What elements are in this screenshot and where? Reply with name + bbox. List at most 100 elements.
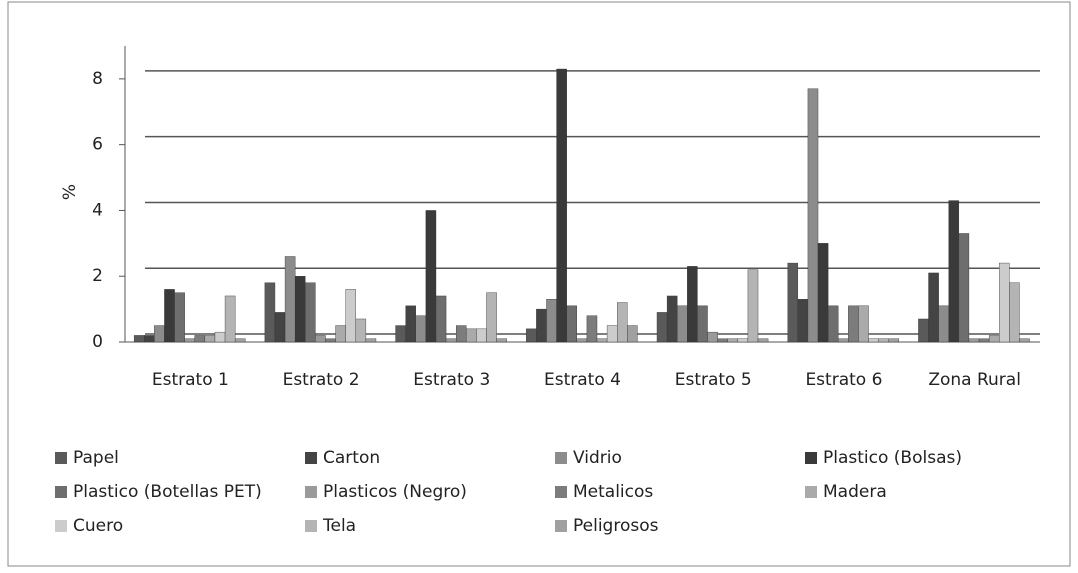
legend-swatch (55, 520, 67, 532)
bar (807, 88, 819, 343)
bar (536, 308, 547, 343)
bar (948, 200, 960, 343)
legend-swatch (555, 520, 567, 532)
bar (757, 338, 769, 343)
bar (476, 328, 487, 343)
legend-swatch (555, 452, 567, 464)
bar (958, 233, 970, 343)
bar (556, 68, 567, 343)
x-tick-label: Estrato 2 (283, 370, 360, 390)
bar (868, 338, 879, 343)
y-tick-label: 2 (92, 266, 103, 286)
bar (425, 210, 437, 343)
legend-label: Metalicos (573, 482, 653, 502)
bar (325, 338, 336, 343)
bar (405, 305, 416, 343)
bar (566, 305, 577, 343)
bar (968, 338, 980, 343)
legend-label: Cuero (73, 516, 123, 536)
bar (315, 335, 326, 343)
bar (365, 338, 377, 343)
bar (938, 305, 949, 343)
bar (747, 269, 759, 343)
legend-label: Tela (322, 516, 356, 536)
bar (817, 243, 829, 343)
bar (496, 338, 507, 343)
bar (214, 331, 226, 343)
bar (666, 295, 678, 343)
bar (1019, 338, 1030, 343)
x-tick-label: Estrato 6 (805, 370, 882, 390)
chart-border (7, 1, 1071, 567)
y-axis-label: % (60, 184, 80, 200)
bar (466, 328, 477, 343)
legend-label: Vidrio (573, 448, 622, 468)
legend-swatch (55, 486, 67, 498)
bar (838, 338, 849, 343)
bar (455, 325, 467, 343)
bar (858, 305, 869, 343)
legend-swatch (805, 452, 817, 464)
legend-swatch (305, 486, 317, 498)
bar (133, 335, 145, 343)
bar (435, 295, 447, 343)
legend-label: Plasticos (Negro) (323, 482, 467, 502)
bar (687, 266, 698, 343)
bar (797, 299, 809, 343)
bar (988, 335, 1000, 343)
y-tick-label: 0 (92, 332, 103, 352)
bar (345, 289, 356, 343)
legend-label: Papel (73, 448, 119, 468)
legend-label: Peligrosos (573, 516, 659, 536)
legend-swatch (305, 452, 317, 464)
bar (305, 282, 316, 343)
bar (737, 338, 749, 343)
bar (727, 338, 739, 343)
bar (697, 305, 708, 343)
bar (656, 312, 668, 343)
bar (918, 318, 929, 343)
legend-label: Carton (323, 448, 380, 468)
bar (415, 315, 427, 343)
bar (677, 305, 688, 343)
bar (596, 338, 608, 343)
bar (294, 276, 306, 343)
bar (928, 272, 939, 343)
x-tick-label: Estrato 3 (413, 370, 490, 390)
bar (274, 312, 286, 343)
bar (174, 292, 185, 343)
bar (224, 295, 236, 343)
bar (707, 331, 718, 343)
bar (194, 335, 206, 343)
bar (1009, 282, 1020, 343)
legend-swatch (805, 486, 817, 498)
bar (264, 282, 276, 343)
bar (888, 338, 900, 343)
bar (204, 335, 216, 343)
bar (486, 292, 497, 343)
bar (827, 305, 839, 343)
bar (848, 305, 859, 343)
bar (546, 299, 557, 343)
legend-label: Madera (823, 482, 887, 502)
bar (586, 315, 598, 343)
y-tick-label: 6 (92, 135, 103, 155)
bar (878, 338, 889, 343)
bar (234, 338, 246, 343)
x-tick-label: Estrato 5 (675, 370, 752, 390)
bar (606, 325, 618, 343)
bar (576, 338, 588, 343)
bar (395, 325, 406, 343)
bar (999, 262, 1010, 343)
legend-swatch (55, 452, 67, 464)
bar (284, 256, 296, 343)
x-tick-label: Zona Rural (928, 370, 1021, 390)
legend-swatch (555, 486, 567, 498)
bar (335, 325, 346, 343)
bar (717, 338, 728, 343)
legend-label: Plastico (Bolsas) (823, 448, 962, 468)
bar (526, 328, 537, 343)
bar (627, 325, 638, 343)
bar (616, 302, 628, 343)
legend-swatch (305, 520, 317, 532)
